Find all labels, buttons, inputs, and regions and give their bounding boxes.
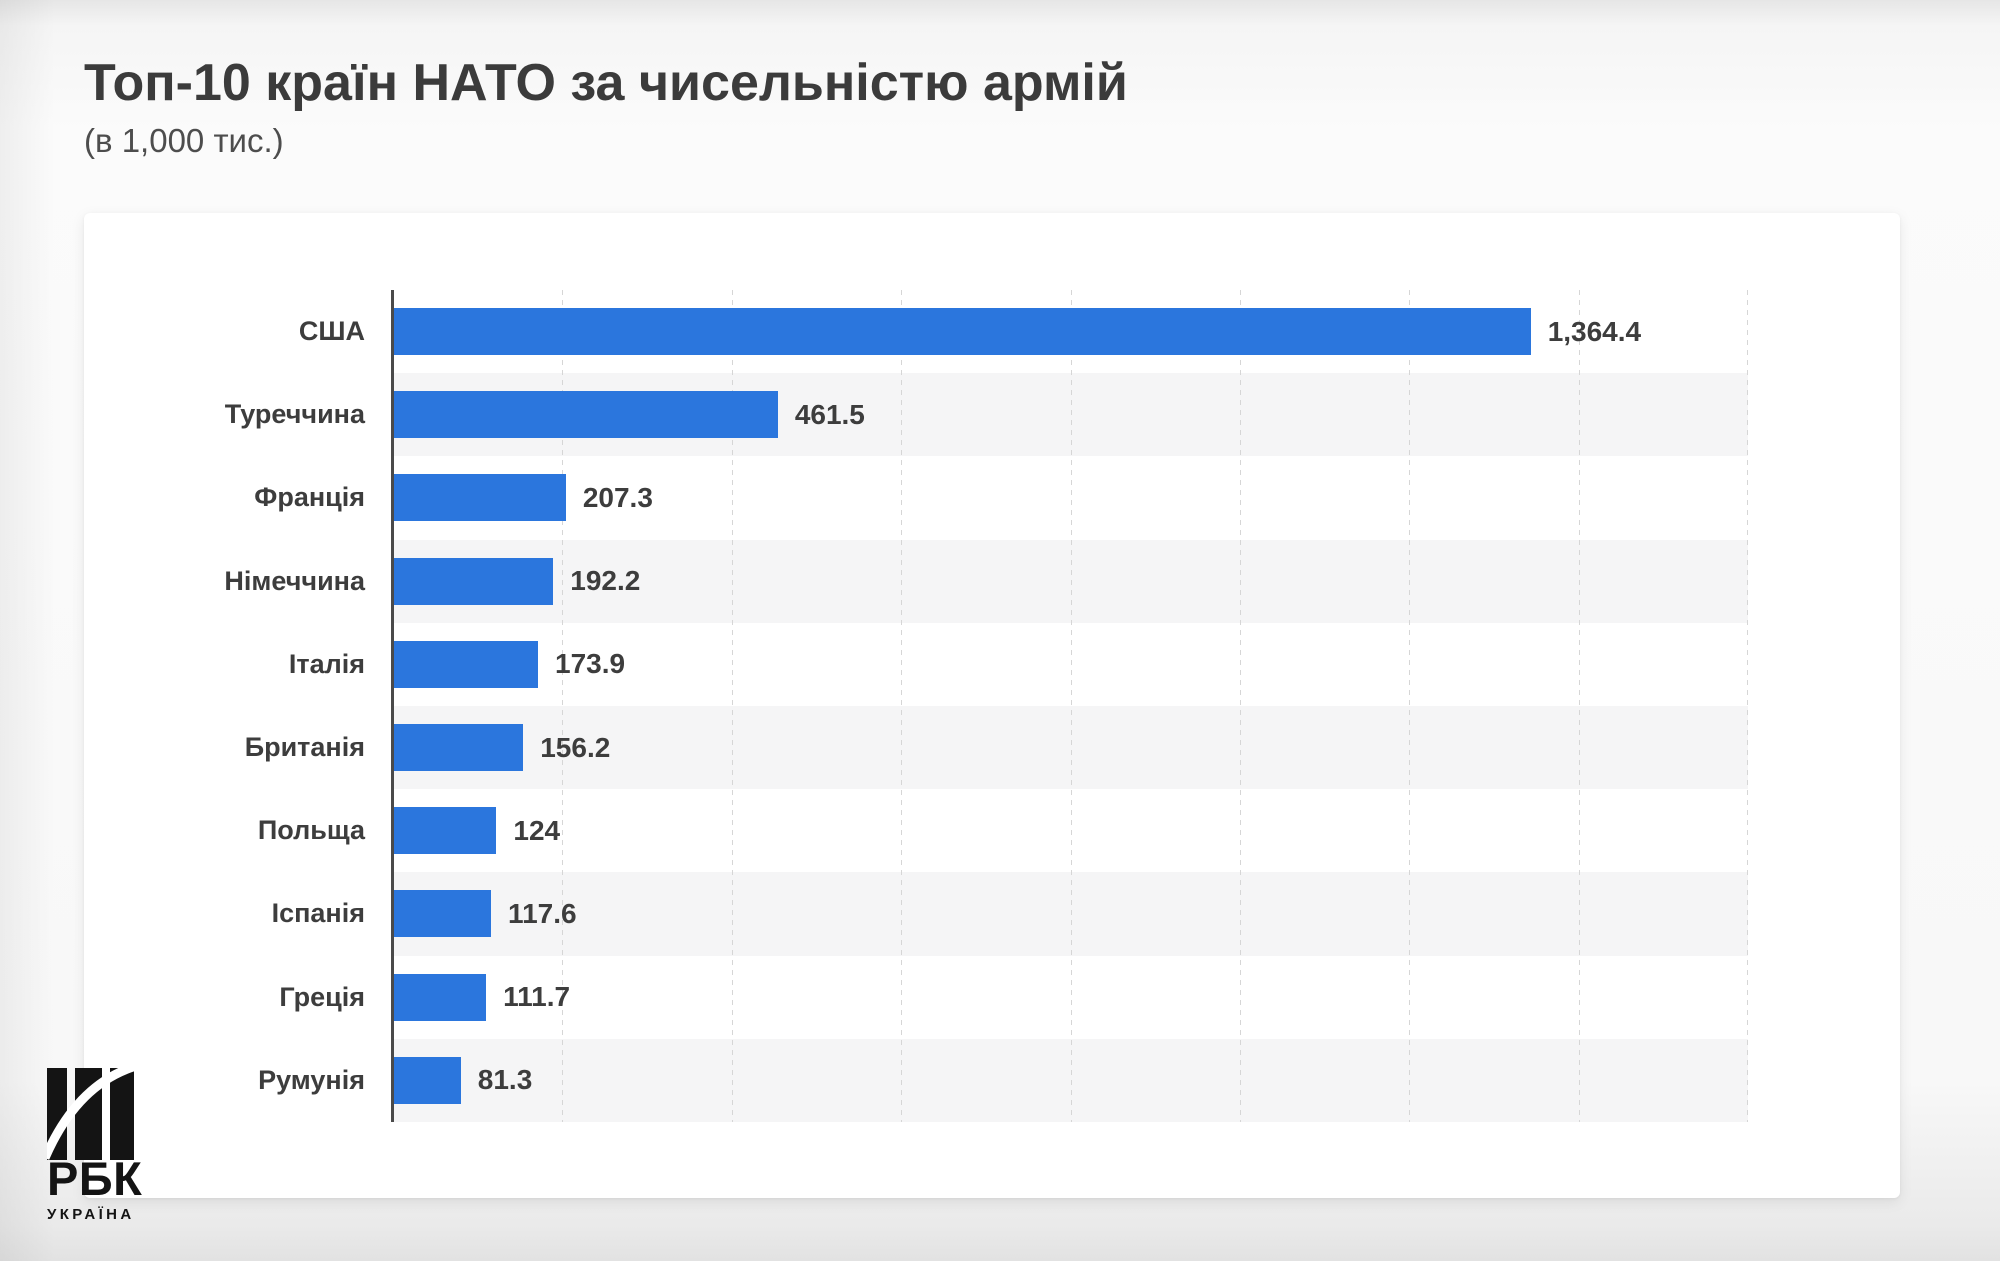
bar [393,890,492,938]
bar-rows: США 1,364.4 Туреччина 461.5 Франція 207.3 Німе… [84,290,1748,1122]
bar [393,807,497,855]
category-label: Франція [254,482,365,513]
logo-brand-text: РБК [47,1152,143,1205]
rbc-logo-mark-icon [47,1068,134,1160]
row-band: 173.9 [393,623,1748,706]
bar [393,640,538,688]
category-label: Польща [257,815,365,846]
value-label: 1,364.4 [1547,315,1642,347]
row-band: 81.3 [393,1038,1748,1122]
bar-row: Польща 124 [84,789,1748,872]
bar [393,308,1531,356]
chart-card: США 1,364.4 Туреччина 461.5 Франція 207.3 Німе… [84,213,1900,1198]
row-band: 207.3 [393,456,1748,539]
bar-row: Румунія 81.3 [84,1038,1748,1122]
value-label: 117.6 [508,897,577,929]
logo-country-text: УКРАЇНА [47,1206,135,1223]
rbc-logo: РБК УКРАЇНА [47,1068,147,1222]
row-band: 124 [393,789,1748,872]
category-label: Іспанія [271,898,365,929]
value-label: 173.9 [555,648,626,680]
bar-row: Греція 111.7 [84,956,1748,1039]
category-label: Туреччина [224,399,365,430]
bar-row: Туреччина 461.5 [84,373,1748,457]
value-label: 124 [513,814,561,846]
bar-row: Іспанія 117.6 [84,872,1748,956]
row-band: 461.5 [393,373,1748,457]
bar-row: Італія 173.9 [84,623,1748,706]
category-label: Німеччина [224,565,365,596]
bar [393,724,524,772]
bar-row: Франція 207.3 [84,456,1748,539]
category-label: Італія [288,648,365,679]
chart-title: Топ-10 країн НАТО за чисельністю армій [84,54,1128,112]
category-label: США [298,316,365,347]
category-label: Греція [279,981,365,1012]
value-label: 192.2 [570,565,641,597]
row-band: 156.2 [393,705,1748,790]
row-band: 111.7 [393,956,1748,1039]
bar-row: Німеччина 192.2 [84,539,1748,623]
bar [393,474,566,522]
chart-subtitle: (в 1,000 тис.) [84,121,284,159]
bar [393,973,487,1021]
chart-header: Топ-10 країн НАТО за чисельністю армій (… [84,54,1128,160]
bar [393,1056,461,1104]
value-label: 207.3 [582,481,653,513]
row-band: 192.2 [393,539,1748,623]
value-label: 111.7 [503,981,571,1013]
value-label: 461.5 [794,398,865,430]
bar [393,557,554,605]
category-label: Румунія [258,1064,365,1095]
row-band: 117.6 [393,872,1748,956]
row-band: 1,364.4 [393,290,1748,373]
category-label: Британія [244,732,365,763]
value-label: 156.2 [540,731,611,763]
bar-row: Британія 156.2 [84,705,1748,790]
value-label: 81.3 [477,1064,533,1096]
bar [393,391,778,439]
bar-row: США 1,364.4 [84,290,1748,373]
y-axis-line [391,290,394,1122]
